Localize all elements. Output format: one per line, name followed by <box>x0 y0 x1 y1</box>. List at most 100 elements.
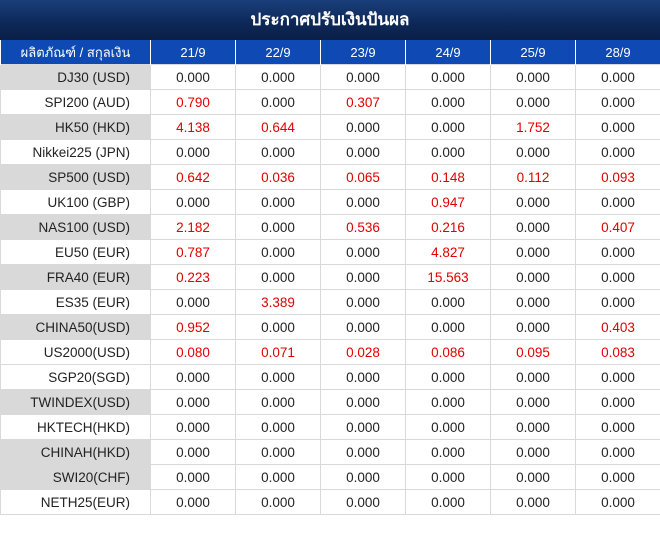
row-label-product: ES35 (EUR) <box>0 289 151 315</box>
dividend-value-cell: 0.000 <box>490 364 576 390</box>
table-body: DJ30 (USD) 0.000 0.000 0.000 0.000 0.000 0.000… <box>0 64 660 515</box>
dividend-value-cell: 0.000 <box>320 414 406 440</box>
dividend-value-cell: 0.095 <box>490 339 576 365</box>
dividend-value-cell: 0.000 <box>490 214 576 240</box>
dividend-value-cell: 0.086 <box>405 339 491 365</box>
dividend-value-cell: 0.000 <box>405 414 491 440</box>
dividend-value-cell: 0.000 <box>235 489 321 515</box>
table-row: SPI200 (AUD) 0.790 0.000 0.307 0.000 0.000 0.0… <box>0 89 660 115</box>
dividend-value-cell: 0.000 <box>575 89 660 115</box>
dividend-value-cell: 0.000 <box>235 189 321 215</box>
dividend-value-cell: 0.000 <box>405 364 491 390</box>
table-row: NETH25(EUR) 0.000 0.000 0.000 0.000 0.000 0.00… <box>0 489 660 515</box>
dividend-value-cell: 0.000 <box>575 464 660 490</box>
dividend-value-cell: 0.000 <box>575 189 660 215</box>
table-row: CHINAH(HKD) 0.000 0.000 0.000 0.000 0.000 0.00… <box>0 439 660 465</box>
dividend-value-cell: 0.000 <box>405 489 491 515</box>
dividend-value-cell: 0.112 <box>490 164 576 190</box>
row-label-product: Nikkei225 (JPN) <box>0 139 151 165</box>
dividend-value-cell: 0.000 <box>235 89 321 115</box>
dividend-value-cell: 0.000 <box>320 139 406 165</box>
dividend-value-cell: 0.080 <box>150 339 236 365</box>
row-label-product: EU50 (EUR) <box>0 239 151 265</box>
dividend-value-cell: 0.083 <box>575 339 660 365</box>
column-header-date: 25/9 <box>490 40 576 65</box>
dividend-value-cell: 4.138 <box>150 114 236 140</box>
dividend-value-cell: 0.790 <box>150 89 236 115</box>
dividend-value-cell: 15.563 <box>405 264 491 290</box>
column-header-date: 21/9 <box>150 40 236 65</box>
dividend-value-cell: 0.000 <box>490 64 576 90</box>
dividend-value-cell: 0.403 <box>575 314 660 340</box>
dividend-value-cell: 0.000 <box>150 389 236 415</box>
row-label-product: TWINDEX(USD) <box>0 389 151 415</box>
dividend-value-cell: 0.000 <box>490 389 576 415</box>
dividend-value-cell: 0.148 <box>405 164 491 190</box>
dividend-value-cell: 0.644 <box>235 114 321 140</box>
dividend-value-cell: 0.000 <box>405 89 491 115</box>
row-label-product: DJ30 (USD) <box>0 64 151 90</box>
dividend-value-cell: 0.000 <box>235 464 321 490</box>
dividend-value-cell: 0.000 <box>320 489 406 515</box>
row-label-product: NAS100 (USD) <box>0 214 151 240</box>
dividend-value-cell: 0.000 <box>490 414 576 440</box>
table-row: ES35 (EUR) 0.000 3.389 0.000 0.000 0.000 0.000 <box>0 289 660 315</box>
column-header-date: 22/9 <box>235 40 321 65</box>
table-row: SWI20(CHF) 0.000 0.000 0.000 0.000 0.000 0.000 <box>0 464 660 490</box>
dividend-value-cell: 0.536 <box>320 214 406 240</box>
row-label-product: UK100 (GBP) <box>0 189 151 215</box>
dividend-value-cell: 0.000 <box>490 314 576 340</box>
dividend-value-cell: 0.787 <box>150 239 236 265</box>
row-label-product: SGP20(SGD) <box>0 364 151 390</box>
dividend-value-cell: 0.000 <box>235 239 321 265</box>
dividend-value-cell: 0.000 <box>150 289 236 315</box>
dividend-value-cell: 0.000 <box>405 314 491 340</box>
row-label-product: HK50 (HKD) <box>0 114 151 140</box>
dividend-value-cell: 0.028 <box>320 339 406 365</box>
dividend-value-cell: 0.000 <box>575 414 660 440</box>
dividend-value-cell: 0.065 <box>320 164 406 190</box>
dividend-value-cell: 0.000 <box>235 64 321 90</box>
dividend-value-cell: 0.000 <box>490 289 576 315</box>
dividend-value-cell: 0.000 <box>490 489 576 515</box>
dividend-value-cell: 0.000 <box>320 114 406 140</box>
dividend-value-cell: 0.000 <box>150 464 236 490</box>
dividend-value-cell: 0.000 <box>235 414 321 440</box>
dividend-value-cell: 0.000 <box>405 464 491 490</box>
dividend-value-cell: 0.000 <box>575 139 660 165</box>
table-row: FRA40 (EUR) 0.223 0.000 0.000 15.563 0.000 0.0… <box>0 264 660 290</box>
page-title: ประกาศปรับเงินปันผล <box>0 0 660 40</box>
dividend-value-cell: 3.389 <box>235 289 321 315</box>
dividend-value-cell: 0.000 <box>320 464 406 490</box>
dividend-value-cell: 0.000 <box>575 389 660 415</box>
dividend-value-cell: 0.000 <box>320 289 406 315</box>
table-row: US2000(USD) 0.080 0.071 0.028 0.086 0.095 0.08… <box>0 339 660 365</box>
dividend-value-cell: 0.000 <box>490 239 576 265</box>
dividend-value-cell: 0.093 <box>575 164 660 190</box>
dividend-value-cell: 0.000 <box>575 264 660 290</box>
table-row: SP500 (USD) 0.642 0.036 0.065 0.148 0.112 0.09… <box>0 164 660 190</box>
column-header-product: ผลิตภัณฑ์ / สกุลเงิน <box>0 40 151 65</box>
row-label-product: NETH25(EUR) <box>0 489 151 515</box>
dividend-value-cell: 0.000 <box>320 189 406 215</box>
dividend-value-cell: 0.036 <box>235 164 321 190</box>
table-row: TWINDEX(USD) 0.000 0.000 0.000 0.000 0.000 0.0… <box>0 389 660 415</box>
dividend-value-cell: 0.000 <box>320 314 406 340</box>
row-label-product: HKTECH(HKD) <box>0 414 151 440</box>
dividend-value-cell: 0.000 <box>575 289 660 315</box>
dividend-value-cell: 0.000 <box>490 464 576 490</box>
dividend-value-cell: 0.000 <box>320 264 406 290</box>
dividend-value-cell: 0.071 <box>235 339 321 365</box>
dividend-value-cell: 0.000 <box>405 439 491 465</box>
dividend-value-cell: 0.000 <box>575 114 660 140</box>
dividend-value-cell: 0.000 <box>150 64 236 90</box>
column-header-date: 28/9 <box>575 40 660 65</box>
dividend-value-cell: 0.000 <box>405 114 491 140</box>
dividend-value-cell: 0.000 <box>150 489 236 515</box>
dividend-value-cell: 0.000 <box>405 289 491 315</box>
dividend-value-cell: 0.000 <box>320 364 406 390</box>
dividend-value-cell: 0.000 <box>490 439 576 465</box>
dividend-value-cell: 0.000 <box>150 414 236 440</box>
dividend-value-cell: 0.000 <box>150 189 236 215</box>
dividend-value-cell: 0.000 <box>235 139 321 165</box>
